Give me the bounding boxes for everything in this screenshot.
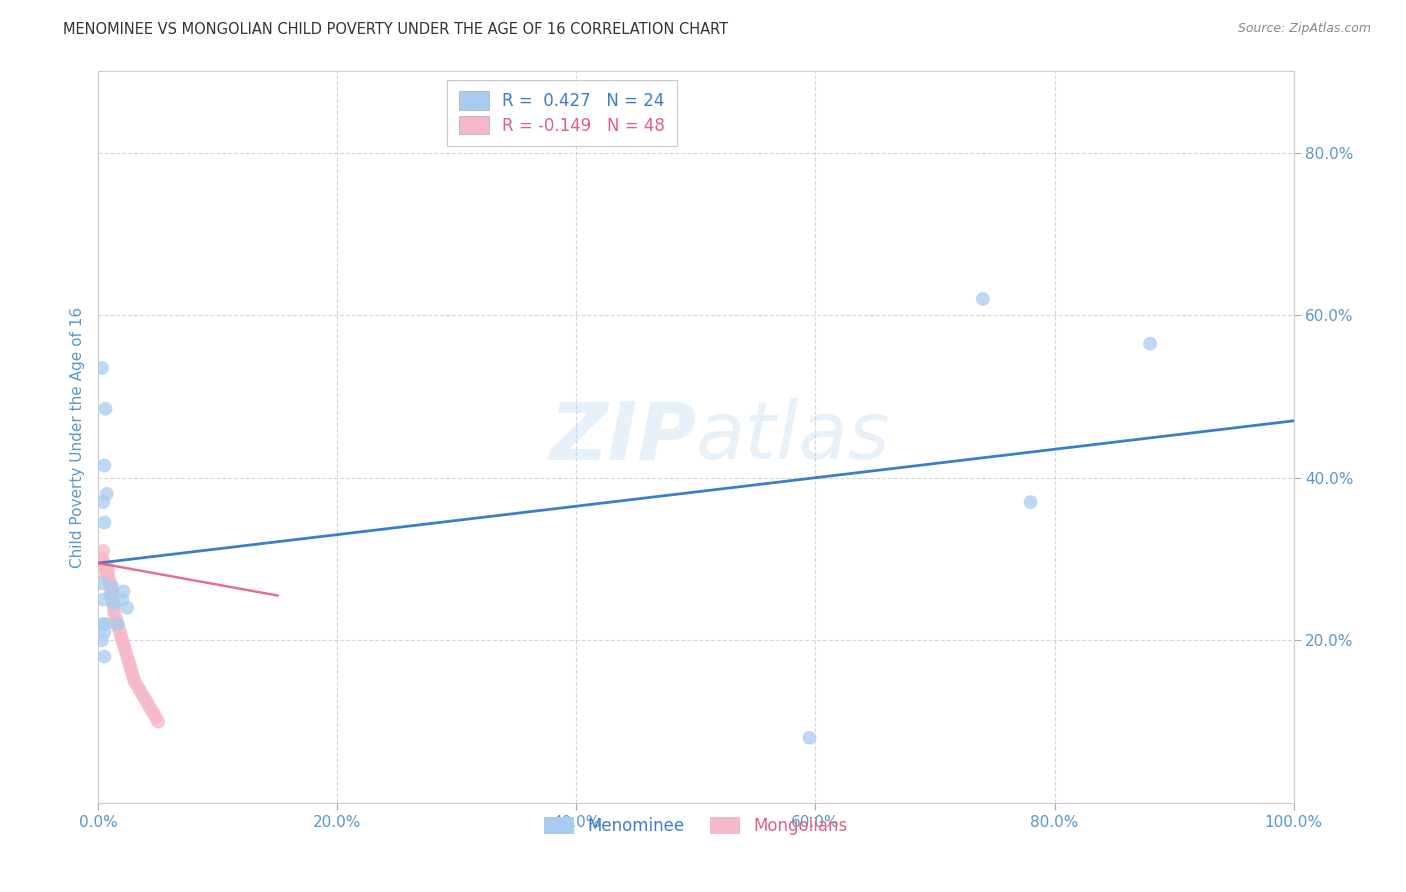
Point — [105, 613, 128, 627]
Point — [103, 605, 125, 619]
Point — [115, 645, 138, 659]
Point — [142, 706, 165, 721]
Point — [124, 673, 146, 688]
Point — [93, 625, 115, 640]
Point — [96, 487, 118, 501]
Point — [91, 361, 114, 376]
Legend: Menominee, Mongolians: Menominee, Mongolians — [537, 811, 855, 842]
Point — [125, 678, 148, 692]
Point — [94, 568, 117, 582]
Point — [107, 621, 129, 635]
Point — [120, 662, 142, 676]
Point — [93, 516, 115, 530]
Point — [98, 589, 122, 603]
Text: Source: ZipAtlas.com: Source: ZipAtlas.com — [1237, 22, 1371, 36]
Point — [101, 581, 124, 595]
Text: atlas: atlas — [696, 398, 891, 476]
Y-axis label: Child Poverty Under the Age of 16: Child Poverty Under the Age of 16 — [69, 307, 84, 567]
Point — [117, 654, 139, 668]
Point — [91, 633, 114, 648]
Point — [111, 592, 134, 607]
Point — [93, 649, 115, 664]
Point — [104, 608, 127, 623]
Point — [96, 560, 118, 574]
Point — [122, 670, 145, 684]
Point — [972, 292, 994, 306]
Point — [93, 556, 115, 570]
Point — [103, 597, 125, 611]
Point — [91, 495, 114, 509]
Point — [98, 576, 121, 591]
Point — [118, 657, 141, 672]
Point — [145, 710, 167, 724]
Point — [98, 576, 122, 591]
Point — [100, 589, 122, 603]
Point — [98, 581, 122, 595]
Point — [111, 633, 134, 648]
Point — [98, 572, 121, 586]
Point — [107, 617, 129, 632]
Point — [107, 617, 129, 632]
Point — [91, 592, 114, 607]
Point — [91, 552, 114, 566]
Point — [103, 600, 125, 615]
Point — [1019, 495, 1042, 509]
Point — [97, 564, 120, 578]
Point — [97, 568, 120, 582]
Point — [114, 641, 136, 656]
Point — [131, 686, 153, 700]
Text: ZIP: ZIP — [548, 398, 696, 476]
Point — [105, 617, 128, 632]
Text: MENOMINEE VS MONGOLIAN CHILD POVERTY UNDER THE AGE OF 16 CORRELATION CHART: MENOMINEE VS MONGOLIAN CHILD POVERTY UND… — [63, 22, 728, 37]
Point — [112, 637, 135, 651]
Point — [139, 702, 162, 716]
Point — [94, 401, 117, 416]
Point — [135, 694, 157, 708]
Point — [93, 560, 115, 574]
Point — [91, 617, 114, 632]
Point — [115, 600, 138, 615]
Point — [112, 584, 135, 599]
Point — [93, 458, 115, 473]
Point — [121, 665, 143, 680]
Point — [100, 584, 122, 599]
Point — [148, 714, 170, 729]
Point — [91, 544, 114, 558]
Point — [91, 576, 114, 591]
Point — [101, 592, 124, 607]
Point — [799, 731, 821, 745]
Point — [90, 556, 112, 570]
Point — [94, 617, 117, 632]
Point — [101, 597, 124, 611]
Point — [128, 681, 150, 696]
Point — [138, 698, 160, 713]
Point — [115, 649, 138, 664]
Point — [1139, 336, 1161, 351]
Point — [132, 690, 155, 705]
Point — [108, 625, 131, 640]
Point — [110, 629, 132, 643]
Point — [96, 564, 118, 578]
